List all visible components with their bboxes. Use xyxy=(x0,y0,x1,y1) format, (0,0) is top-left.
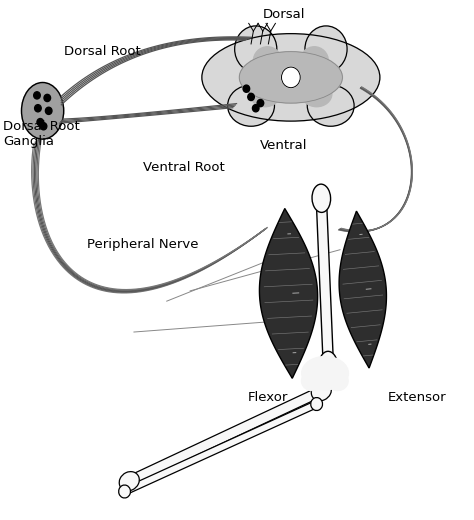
Ellipse shape xyxy=(118,485,130,498)
Ellipse shape xyxy=(228,85,274,126)
Ellipse shape xyxy=(300,47,328,75)
Text: Ventral: Ventral xyxy=(260,139,308,152)
Text: Flexor: Flexor xyxy=(247,391,288,404)
Ellipse shape xyxy=(119,472,139,491)
Text: Ventral Root: Ventral Root xyxy=(143,161,225,174)
Polygon shape xyxy=(339,211,386,368)
Ellipse shape xyxy=(311,398,322,410)
Ellipse shape xyxy=(311,382,331,401)
Text: Dorsal Root: Dorsal Root xyxy=(64,45,140,58)
Polygon shape xyxy=(123,401,318,495)
Ellipse shape xyxy=(307,85,354,126)
Ellipse shape xyxy=(21,83,64,139)
Circle shape xyxy=(248,93,255,100)
Polygon shape xyxy=(259,209,318,379)
Circle shape xyxy=(40,123,47,130)
Circle shape xyxy=(44,94,51,101)
Ellipse shape xyxy=(239,51,342,103)
Ellipse shape xyxy=(327,371,348,391)
Circle shape xyxy=(282,67,300,88)
Ellipse shape xyxy=(312,184,330,212)
Text: Dorsal Root
Ganglia: Dorsal Root Ganglia xyxy=(3,120,80,148)
Circle shape xyxy=(35,105,41,112)
Text: Peripheral Nerve: Peripheral Nerve xyxy=(87,238,199,251)
Ellipse shape xyxy=(305,26,347,72)
Text: Dorsal: Dorsal xyxy=(263,8,305,21)
Ellipse shape xyxy=(301,81,332,107)
Circle shape xyxy=(34,92,40,99)
Ellipse shape xyxy=(202,34,380,121)
Ellipse shape xyxy=(254,47,282,75)
Polygon shape xyxy=(316,198,334,366)
Ellipse shape xyxy=(301,371,322,391)
Ellipse shape xyxy=(301,356,348,390)
Circle shape xyxy=(243,85,250,92)
Polygon shape xyxy=(128,386,323,486)
Circle shape xyxy=(46,107,52,114)
Ellipse shape xyxy=(235,26,277,72)
Circle shape xyxy=(257,99,264,107)
Circle shape xyxy=(37,119,44,126)
Ellipse shape xyxy=(250,81,280,107)
Circle shape xyxy=(253,105,259,112)
Text: Extensor: Extensor xyxy=(388,391,447,404)
Ellipse shape xyxy=(319,352,337,380)
